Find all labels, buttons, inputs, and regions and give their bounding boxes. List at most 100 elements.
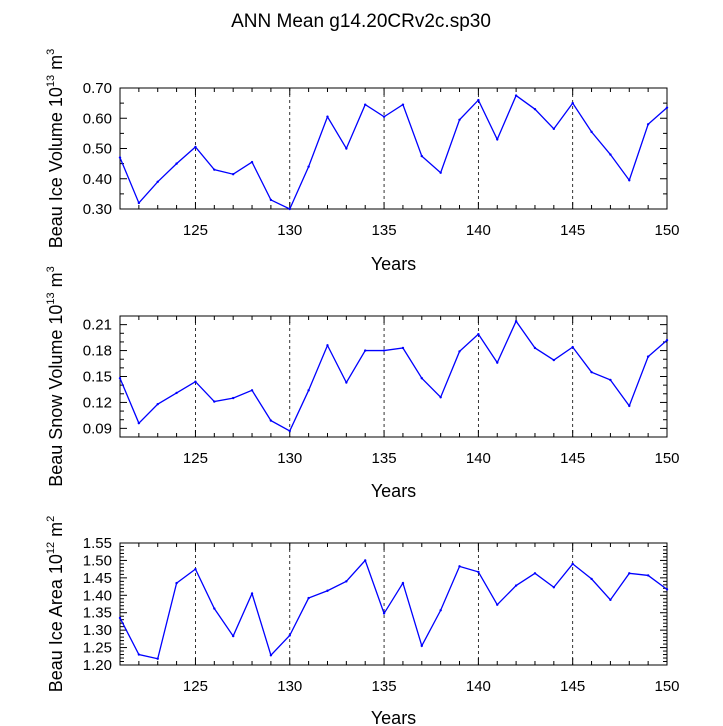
y-axis-label: Beau Ice Volume 1013 m3	[45, 49, 66, 249]
x-tick-label: 145	[560, 678, 585, 695]
ice-area-line	[119, 559, 668, 660]
data-point	[326, 115, 329, 118]
panel-snow-volume: 125 130 135 140 145 150 0.090.120.150.180.21 …	[45, 266, 680, 501]
data-point	[213, 168, 216, 171]
x-tick-label: 135	[372, 450, 397, 467]
data-point	[458, 118, 461, 121]
data-point	[137, 201, 141, 205]
data-point	[382, 612, 386, 615]
x-tick-label: 145	[560, 450, 585, 467]
data-point	[646, 574, 650, 577]
data-point	[590, 130, 593, 134]
data-point	[514, 94, 518, 97]
x-tick-label: 145	[560, 222, 585, 239]
data-point	[646, 123, 650, 126]
panel-ice-volume: 125 130 135 140 145 150 0.300.400.500.600.70 …	[45, 49, 680, 274]
data-point	[628, 179, 631, 182]
x-tick-label: 140	[466, 450, 491, 467]
y-tick-label: 0.12	[83, 394, 112, 411]
data-point	[420, 644, 423, 648]
data-point	[269, 198, 273, 202]
y-axis-label: Beau Snow Volume 1013 m3	[45, 266, 66, 487]
y-axis-label: Beau Ice Area 1012 m2	[45, 516, 66, 692]
data-point	[420, 154, 423, 158]
x-tick-label: 150	[654, 222, 679, 239]
panel-ice-area: 125 130 135 140 145 150 1.201.251.301.351.401…	[45, 516, 680, 726]
data-point	[156, 180, 159, 183]
x-axis-label: Years	[371, 708, 416, 726]
data-point	[401, 581, 405, 585]
data-point	[552, 586, 556, 589]
data-point	[458, 350, 461, 353]
data-point	[288, 634, 291, 637]
data-point	[665, 339, 669, 342]
data-point	[307, 596, 310, 600]
data-point	[269, 419, 273, 422]
data-point	[477, 332, 480, 336]
data-point	[175, 581, 178, 585]
x-tick-label: 130	[277, 450, 302, 467]
x-tick-label: 140	[466, 678, 491, 695]
data-point	[231, 634, 235, 638]
data-point	[213, 607, 216, 610]
data-point	[628, 572, 631, 575]
x-tick-label: 150	[654, 678, 679, 695]
data-point	[307, 389, 310, 392]
data-point	[156, 402, 159, 406]
data-point	[382, 349, 386, 352]
data-point	[326, 344, 329, 347]
x-tick-label: 125	[183, 222, 208, 239]
data-point	[401, 103, 405, 106]
y-tick-label: 1.30	[83, 622, 112, 639]
data-point	[609, 598, 612, 602]
data-point	[665, 588, 669, 591]
y-tick-label: 0.40	[83, 171, 112, 188]
y-tick-label: 1.20	[83, 657, 112, 674]
data-point	[137, 421, 141, 425]
data-point	[665, 106, 669, 109]
data-point	[571, 345, 574, 349]
x-axis-label: Years	[371, 254, 416, 274]
data-point	[231, 396, 235, 400]
data-point	[590, 370, 593, 374]
snow-volume-line	[119, 319, 668, 432]
data-point	[420, 377, 423, 380]
y-tick-label: 1.40	[83, 587, 112, 604]
data-point	[250, 160, 254, 164]
data-point	[382, 115, 386, 118]
y-tick-label: 0.30	[83, 201, 112, 218]
data-point	[571, 101, 574, 105]
data-point	[326, 589, 329, 592]
data-point	[307, 165, 310, 168]
data-point	[118, 616, 122, 620]
x-tick-label: 150	[654, 450, 679, 467]
data-point	[269, 654, 273, 657]
x-tick-label: 135	[372, 678, 397, 695]
data-point	[118, 377, 122, 380]
y-tick-label: 1.55	[83, 535, 112, 552]
data-point	[514, 319, 518, 323]
data-point	[552, 358, 556, 362]
data-point	[231, 173, 235, 176]
data-point	[364, 349, 367, 352]
data-point	[533, 572, 537, 575]
data-point	[646, 355, 650, 358]
data-point	[628, 404, 631, 408]
data-point	[552, 127, 556, 131]
data-point	[364, 559, 367, 562]
data-point	[156, 657, 159, 660]
data-point	[250, 592, 254, 595]
data-point	[533, 107, 537, 111]
data-point	[175, 391, 178, 395]
y-tick-label: 0.50	[83, 141, 112, 158]
data-point	[458, 565, 461, 568]
ice-volume-line	[119, 94, 668, 210]
data-point	[194, 567, 197, 571]
data-point	[439, 609, 442, 612]
x-tick-label: 130	[277, 222, 302, 239]
data-point	[533, 346, 537, 350]
data-point	[514, 584, 518, 587]
x-tick-label: 140	[466, 222, 491, 239]
data-point	[571, 562, 574, 566]
